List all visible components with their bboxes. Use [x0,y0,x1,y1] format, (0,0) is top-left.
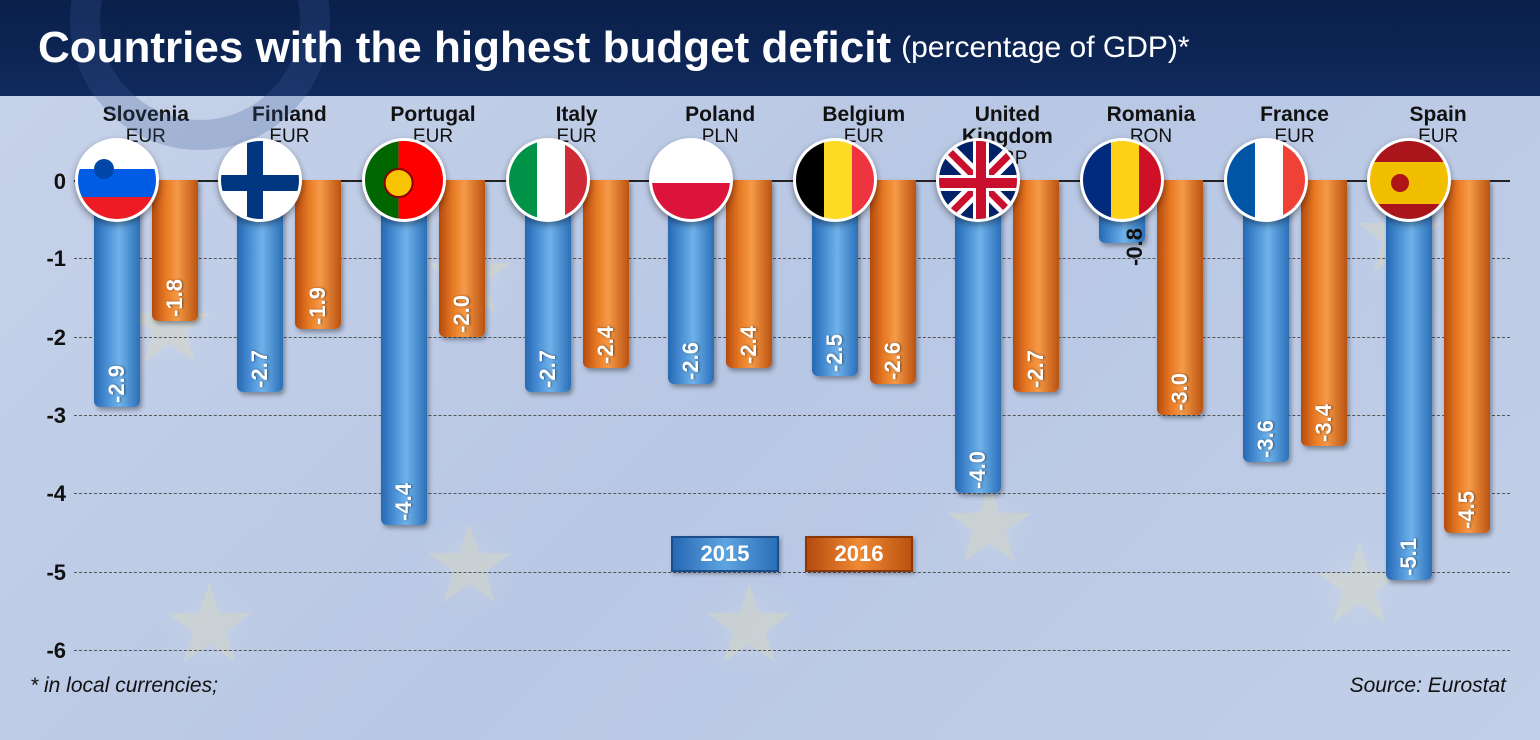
bar-2016: -3.4 [1301,180,1347,446]
country-group: -2.5 -2.6 [792,180,936,650]
y-axis-label: -4 [26,481,66,507]
y-axis-label: -5 [26,560,66,586]
bar-2016: -2.4 [583,180,629,368]
y-axis-label: -2 [26,325,66,351]
flag-icon [506,138,590,222]
flag-icon [793,138,877,222]
flag-icon [1080,138,1164,222]
bar-2015: -5.1 [1386,180,1432,580]
title-sub: (percentage of GDP)* [901,31,1189,65]
bar-value-label: -2.0 [449,295,475,333]
bar-value-label: -2.4 [736,326,762,364]
infographic-container: ★ ★ ★ ★ ★ ★ ★ ★ Countries with the highe… [0,0,1540,740]
bar-value-label: -3.6 [1253,420,1279,458]
flag-icon [218,138,302,222]
bar-value-label: -1.8 [162,279,188,317]
bar-value-label: -4.5 [1454,491,1480,529]
bar-2016: -3.0 [1157,180,1203,415]
bar-value-label: -0.8 [1122,228,1148,266]
bar-value-label: -4.4 [391,483,417,521]
flag-icon [649,138,733,222]
bar-value-label: -2.9 [104,365,130,403]
flag-icon [1224,138,1308,222]
gridline: -6 [74,650,1510,651]
y-axis-label: -6 [26,638,66,664]
country-group: -2.9 -1.8 [74,180,218,650]
bar-2016: -1.8 [152,180,198,321]
country-name: UnitedKingdom [936,104,1080,148]
bar-value-label: -5.1 [1396,538,1422,576]
legend-2015: 2015 [671,536,779,572]
country-name: Belgium [792,104,936,126]
country-group: -2.6 -2.4 [648,180,792,650]
country-group: -5.1 -4.5 [1366,180,1510,650]
bar-2015: -4.4 [381,180,427,525]
bar-value-label: -2.7 [1023,350,1049,388]
bar-value-label: -3.4 [1311,404,1337,442]
header-bar: Countries with the highest budget defici… [0,0,1540,96]
bar-2016: -2.6 [870,180,916,384]
country-name: Italy [505,104,649,126]
bar-value-label: -2.6 [678,342,704,380]
bar-value-label: -2.4 [593,326,619,364]
bar-2016: -2.7 [1013,180,1059,392]
y-axis-label: -1 [26,246,66,272]
chart-area: SloveniaEURFinlandEURPortugalEURItalyEUR… [0,96,1540,716]
bar-value-label: -2.6 [880,342,906,380]
bar-2015: -4.0 [955,180,1001,493]
flag-icon [936,138,1020,222]
bar-2016: -4.5 [1444,180,1490,533]
bar-2016: -2.4 [726,180,772,368]
bar-2015: -3.6 [1243,180,1289,462]
country-group: -3.6 -3.4 [1223,180,1367,650]
bar-value-label: -1.9 [305,287,331,325]
legend: 2015 2016 [671,536,913,572]
bar-2016: -2.0 [439,180,485,337]
y-axis-label: -3 [26,403,66,429]
title-main: Countries with the highest budget defici… [38,23,891,73]
country-name: Romania [1079,104,1223,126]
bars-layer: -2.9 -1.8 -2.7 -1.9 -4.4 -2.0 -2.7 -2.4 -2.6 -2.4… [74,180,1510,650]
y-axis-label: 0 [26,169,66,195]
bar-value-label: -2.7 [247,350,273,388]
bar-value-label: -2.7 [535,350,561,388]
source-credit: Source: Eurostat [1350,674,1506,698]
flag-icon [1367,138,1451,222]
bar-value-label: -4.0 [965,451,991,489]
country-group: -2.7 -2.4 [505,180,649,650]
country-group: -0.8 -3.0 [1079,180,1223,650]
country-name: Portugal [361,104,505,126]
country-name: France [1223,104,1367,126]
flag-icon [75,138,159,222]
chart-plot: 0-1-2-3-4-5-6-2.9-1.8-2.7-1.9-4.4-2.0-2.… [74,180,1510,650]
flag-icon [362,138,446,222]
bar-2016: -1.9 [295,180,341,329]
footnote: * in local currencies; [30,674,218,698]
bar-value-label: -3.0 [1167,373,1193,411]
country-group: -4.0 -2.7 [936,180,1080,650]
country-name: Spain [1366,104,1510,126]
country-name: Poland [648,104,792,126]
bar-value-label: -2.5 [822,334,848,372]
country-group: -4.4 -2.0 [361,180,505,650]
country-group: -2.7 -1.9 [218,180,362,650]
legend-2016: 2016 [805,536,913,572]
